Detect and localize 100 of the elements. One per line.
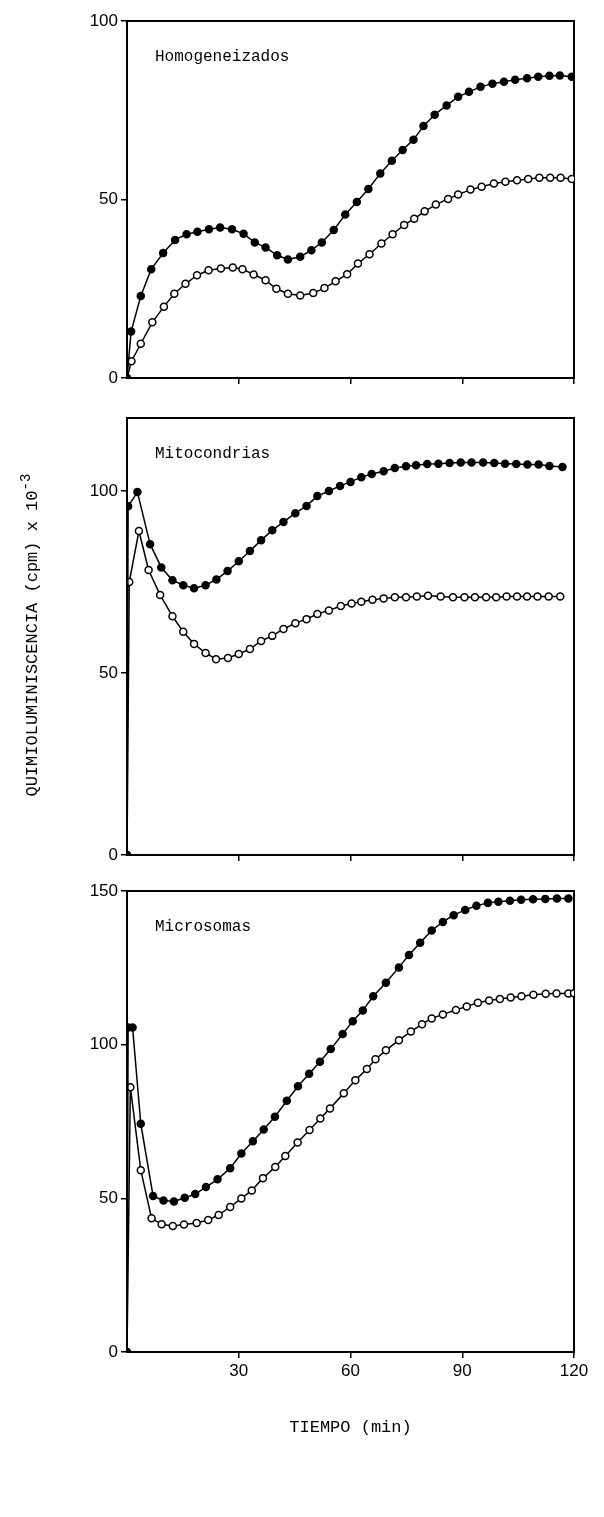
point: [401, 462, 411, 471]
point: [401, 593, 411, 602]
point: [460, 905, 470, 915]
point: [381, 1046, 391, 1055]
point: [368, 595, 377, 605]
point: [358, 1006, 368, 1015]
point: [302, 501, 311, 511]
y-tick-label: 100: [89, 480, 118, 500]
point: [258, 1173, 268, 1183]
point: [201, 648, 210, 658]
point: [467, 458, 476, 467]
point: [291, 618, 300, 628]
point: [362, 1064, 372, 1074]
point: [136, 291, 146, 301]
point: [523, 460, 532, 469]
y-tick-label: 100: [89, 1034, 118, 1054]
point: [351, 1075, 360, 1085]
x-tick-label: 90: [452, 1360, 472, 1380]
point: [495, 994, 505, 1004]
point: [353, 259, 363, 268]
point: [357, 472, 366, 482]
point: [417, 1019, 427, 1029]
point: [528, 894, 538, 904]
point: [348, 1016, 357, 1026]
point: [237, 1149, 246, 1158]
point: [387, 156, 397, 165]
point: [399, 220, 409, 230]
point: [522, 74, 532, 83]
point: [268, 526, 277, 535]
point: [394, 1035, 404, 1045]
point: [544, 592, 553, 601]
point: [282, 1096, 292, 1105]
point: [179, 1220, 189, 1229]
point: [179, 581, 188, 590]
point: [179, 627, 188, 637]
point: [379, 467, 388, 476]
point: [420, 207, 429, 216]
point: [552, 894, 562, 903]
point: [390, 463, 400, 473]
point: [190, 1189, 200, 1199]
point: [201, 581, 210, 590]
point: [223, 566, 232, 576]
point: [261, 243, 270, 252]
point: [272, 284, 281, 294]
point: [398, 145, 407, 155]
y-tick-label: 50: [99, 1188, 118, 1208]
point: [145, 539, 155, 549]
point: [234, 649, 243, 659]
point: [419, 121, 428, 131]
point: [434, 459, 443, 468]
point: [248, 1137, 258, 1146]
point: [473, 998, 483, 1007]
point: [523, 174, 533, 184]
point: [365, 249, 374, 259]
point: [329, 225, 338, 235]
point: [556, 173, 565, 183]
point: [225, 1164, 235, 1173]
point: [438, 1010, 448, 1019]
point: [411, 460, 421, 470]
point: [462, 1002, 471, 1011]
point: [522, 592, 532, 601]
point: [293, 1082, 303, 1091]
point: [541, 989, 550, 999]
point: [404, 950, 414, 960]
point: [517, 992, 526, 1001]
point: [472, 901, 481, 910]
point: [422, 459, 432, 469]
point: [466, 185, 475, 194]
point: [545, 71, 554, 81]
point: [529, 990, 538, 999]
point: [470, 593, 480, 602]
point: [415, 938, 425, 948]
point: [309, 288, 318, 298]
point: [158, 248, 168, 258]
point: [394, 963, 404, 972]
point: [245, 644, 255, 654]
point: [453, 92, 463, 102]
point: [552, 989, 561, 998]
point: [313, 609, 322, 619]
point: [535, 173, 544, 183]
point: [481, 593, 491, 602]
point: [157, 1219, 166, 1229]
point: [449, 910, 458, 920]
point: [180, 1193, 189, 1203]
point: [283, 289, 293, 299]
point: [388, 229, 397, 239]
point: [134, 526, 144, 536]
point: [545, 461, 554, 471]
point: [484, 996, 494, 1005]
point: [477, 182, 486, 192]
point: [159, 1196, 168, 1205]
point: [281, 1151, 290, 1161]
y-tick-label: 50: [99, 662, 118, 682]
point: [534, 460, 543, 469]
point: [357, 597, 366, 606]
point: [283, 255, 293, 264]
point: [335, 481, 345, 491]
point: [256, 535, 266, 545]
y-tick-label: 100: [89, 10, 118, 30]
point: [555, 592, 565, 601]
